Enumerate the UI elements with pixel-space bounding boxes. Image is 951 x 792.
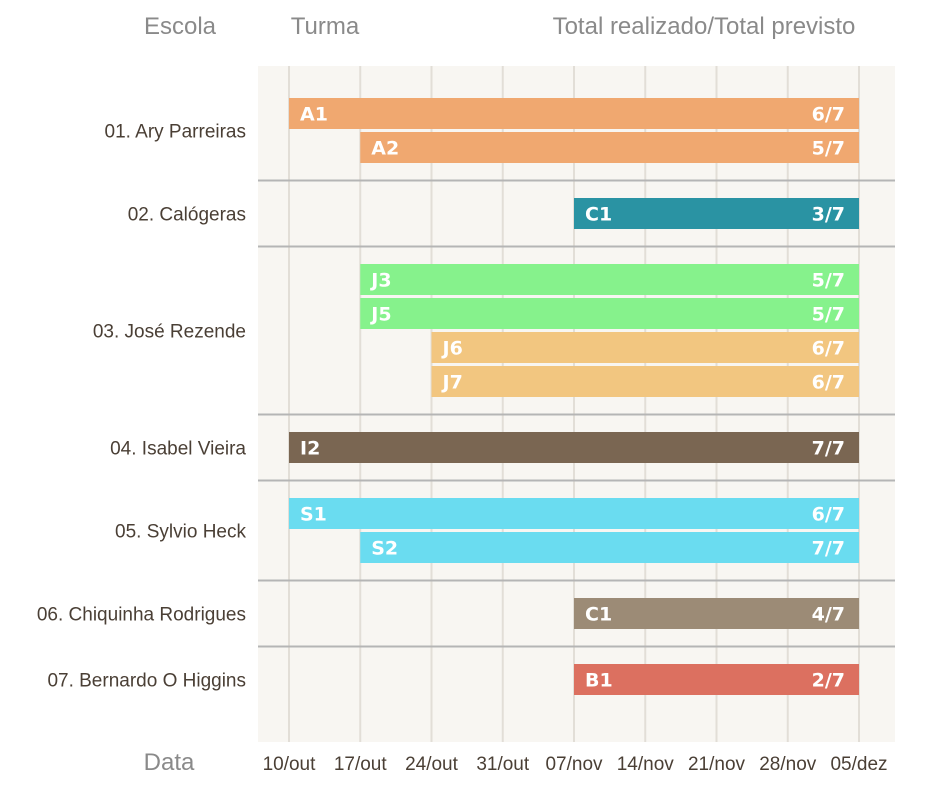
group-separators bbox=[258, 179, 895, 648]
gantt-bar bbox=[360, 132, 859, 163]
bar-total-label: 5/7 bbox=[812, 304, 845, 326]
plot-area bbox=[258, 66, 895, 742]
x-tick-label: 28/nov bbox=[759, 754, 817, 775]
bar-total-label: 2/7 bbox=[812, 670, 845, 692]
x-tick-label: 07/nov bbox=[545, 754, 603, 775]
bar-total-label: 7/7 bbox=[812, 538, 845, 560]
gantt-bar bbox=[431, 366, 859, 397]
x-tick-label: 10/out bbox=[263, 754, 317, 775]
school-label: 04. Isabel Vieira bbox=[110, 439, 246, 460]
bar-class-label: B1 bbox=[585, 670, 613, 692]
gantt-bar bbox=[289, 498, 859, 529]
school-label: 06. Chiquinha Rodrigues bbox=[37, 605, 246, 626]
gantt-bar bbox=[574, 198, 859, 229]
bar-class-label: J3 bbox=[369, 270, 391, 292]
school-label: 05. Sylvio Heck bbox=[115, 522, 246, 543]
x-tick-label: 24/out bbox=[405, 754, 459, 775]
school-labels: 01. Ary Parreiras 02. Calógeras 03. José R… bbox=[37, 122, 247, 692]
x-tick-label: 14/nov bbox=[617, 754, 675, 775]
x-axis-ticks: 10/out 17/out 24/out 31/out 07/nov 14/nov 21/n… bbox=[263, 754, 888, 775]
bar-total-label: 7/7 bbox=[812, 438, 845, 460]
bar-class-label: A2 bbox=[371, 138, 399, 160]
bar-class-label: S2 bbox=[371, 538, 398, 560]
bar-total-label: 6/7 bbox=[812, 504, 845, 526]
bar-class-label: J7 bbox=[441, 372, 463, 394]
gantt-bar bbox=[289, 98, 859, 129]
bar-class-label: J6 bbox=[441, 338, 463, 360]
school-label: 03. José Rezende bbox=[93, 322, 246, 343]
bar-class-label: I2 bbox=[300, 438, 320, 460]
bars: A1 6/7 A2 5/7 C1 3/7 J3 5/7 J5 5/7 J6 6/7 J7 6/7 I2 7/7… bbox=[289, 98, 859, 695]
bar-total-label: 6/7 bbox=[812, 372, 845, 394]
x-tick-label: 05/dez bbox=[830, 754, 887, 775]
gantt-bar bbox=[574, 664, 859, 695]
bar-class-label: C1 bbox=[585, 604, 612, 626]
bar-class-label: J5 bbox=[369, 304, 391, 326]
gantt-bar bbox=[289, 432, 859, 463]
gantt-bar bbox=[360, 298, 859, 329]
gantt-bar bbox=[574, 598, 859, 629]
header-class: Turma bbox=[291, 13, 360, 40]
header-date: Data bbox=[144, 749, 195, 776]
bar-total-label: 6/7 bbox=[812, 338, 845, 360]
bar-total-label: 3/7 bbox=[812, 204, 845, 226]
gridlines bbox=[288, 66, 860, 742]
bar-total-label: 5/7 bbox=[812, 138, 845, 160]
gantt-bar bbox=[431, 332, 859, 363]
bar-class-label: A1 bbox=[300, 104, 328, 126]
school-label: 02. Calógeras bbox=[128, 205, 246, 226]
x-tick-label: 17/out bbox=[334, 754, 388, 775]
gantt-bar bbox=[360, 264, 859, 295]
header-total: Total realizado/Total previsto bbox=[553, 13, 856, 40]
x-tick-label: 21/nov bbox=[688, 754, 746, 775]
bar-total-label: 6/7 bbox=[812, 104, 845, 126]
x-tick-label: 31/out bbox=[476, 754, 530, 775]
gantt-bar bbox=[360, 532, 859, 563]
bar-class-label: C1 bbox=[585, 204, 612, 226]
bar-class-label: S1 bbox=[300, 504, 327, 526]
header-school: Escola bbox=[144, 13, 217, 40]
bar-total-label: 4/7 bbox=[812, 604, 845, 626]
bar-total-label: 5/7 bbox=[812, 270, 845, 292]
school-label: 07. Bernardo O Higgins bbox=[47, 671, 246, 692]
school-label: 01. Ary Parreiras bbox=[105, 122, 247, 143]
